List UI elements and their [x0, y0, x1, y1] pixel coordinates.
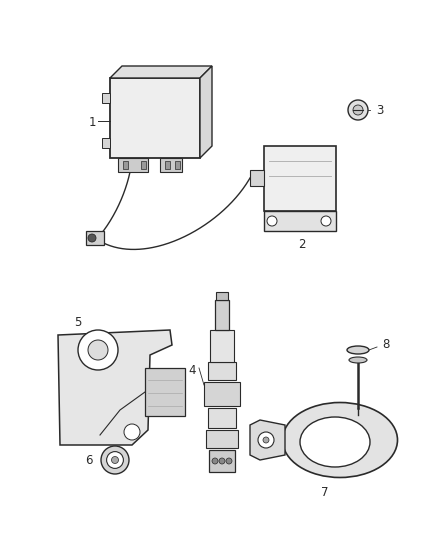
Circle shape [267, 216, 277, 226]
Bar [208, 362, 236, 380]
Circle shape [88, 340, 108, 360]
Bar [209, 450, 235, 472]
Circle shape [226, 458, 232, 464]
Bar [102, 138, 110, 148]
Bar [264, 146, 336, 211]
Text: 2: 2 [298, 238, 306, 252]
Bar [86, 231, 104, 245]
Bar [145, 368, 185, 416]
Bar [250, 170, 264, 186]
Circle shape [219, 458, 225, 464]
Circle shape [348, 100, 368, 120]
Ellipse shape [349, 357, 367, 363]
Circle shape [212, 458, 218, 464]
Polygon shape [110, 66, 212, 78]
Circle shape [321, 216, 331, 226]
Bar [204, 382, 240, 406]
Ellipse shape [283, 402, 398, 478]
Bar [215, 300, 229, 330]
Text: 8: 8 [382, 338, 390, 351]
Circle shape [106, 451, 124, 469]
Bar [208, 408, 236, 428]
Bar [123, 161, 128, 169]
Bar [102, 93, 110, 103]
Circle shape [101, 446, 129, 474]
Bar [264, 211, 336, 231]
Circle shape [112, 456, 119, 464]
Ellipse shape [347, 346, 369, 354]
Circle shape [263, 437, 269, 443]
Bar [118, 158, 148, 172]
Circle shape [258, 432, 274, 448]
Text: 1: 1 [88, 117, 96, 130]
Bar [110, 78, 200, 158]
Ellipse shape [300, 417, 370, 467]
Polygon shape [58, 330, 172, 445]
Circle shape [124, 424, 140, 440]
Circle shape [78, 330, 118, 370]
Text: 4: 4 [188, 364, 196, 376]
Circle shape [353, 105, 363, 115]
Bar [206, 430, 238, 448]
Text: 7: 7 [321, 486, 329, 498]
Text: 5: 5 [74, 316, 82, 328]
Text: 6: 6 [85, 454, 93, 466]
Bar [141, 161, 146, 169]
Bar [216, 292, 228, 300]
Bar [175, 161, 180, 169]
Bar [210, 330, 234, 362]
Bar [160, 158, 182, 172]
Polygon shape [250, 420, 285, 460]
Polygon shape [200, 66, 212, 158]
Circle shape [88, 234, 96, 242]
Text: 3: 3 [376, 103, 384, 117]
Bar [165, 161, 170, 169]
